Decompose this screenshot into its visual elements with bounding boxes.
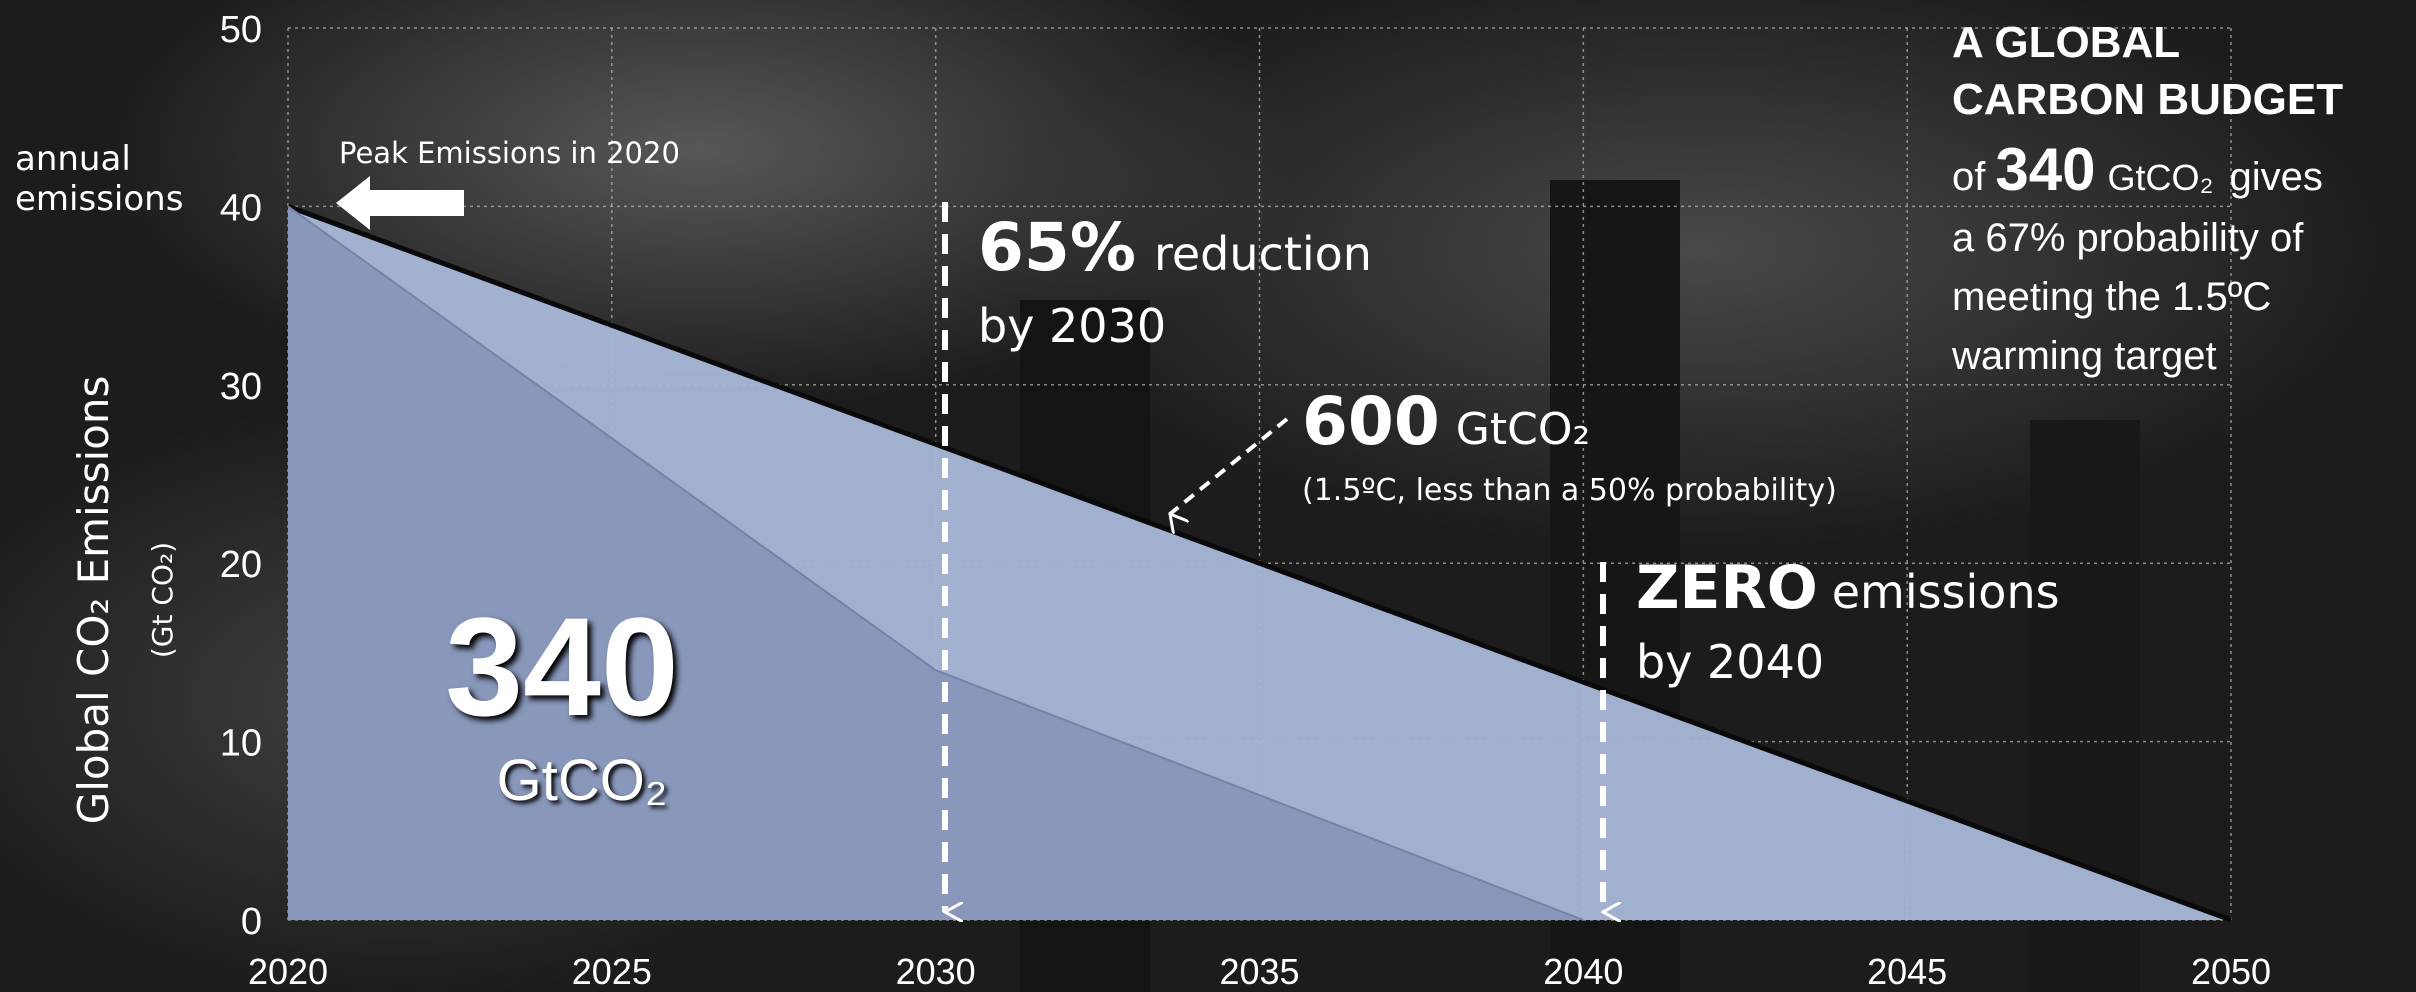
y-tick-label: 10 [220, 723, 262, 765]
sidebar-text: warming target [1951, 334, 2217, 378]
annotation: (1.5ºC, less than a 50% probability) [1302, 473, 1837, 508]
sidebar-text: a 67% probability of [1952, 216, 2304, 260]
sidebar-text: 340 [1995, 136, 2095, 203]
sidebar-text: meeting the 1.5ºC [1952, 275, 2271, 319]
area-edge [287, 204, 2232, 923]
x-tick-label: 2030 [896, 951, 976, 992]
y-tick-label: 20 [220, 544, 262, 586]
x-tick-label: 2050 [2191, 951, 2271, 992]
y-tick-label: 0 [241, 901, 262, 943]
y-tick-label: 40 [220, 187, 262, 229]
annotation: GtCO₂ [1456, 404, 1590, 455]
annotation: emissions [1832, 565, 2060, 619]
annotation: annual [15, 139, 131, 179]
areas [287, 204, 2232, 923]
annotation: 600 [1302, 383, 1440, 460]
sidebar-title: CARBON BUDGET [1952, 75, 2343, 124]
x-tick-label: 2045 [1867, 951, 1947, 992]
annotation: ZERO emissions [1636, 553, 2060, 623]
annotation: Peak Emissions in 2020 [339, 136, 680, 170]
y-axis-unit: (Gt CO₂) [146, 542, 179, 658]
y-tick-label: 30 [220, 366, 262, 408]
annotation: reduction [1154, 227, 1372, 281]
annotation: ZERO [1636, 553, 1818, 623]
annotation: 600 GtCO₂ [1302, 383, 1590, 460]
x-tick-label: 2040 [1543, 951, 1623, 992]
y-axis-label: Global CO₂ Emissions [69, 376, 118, 825]
y-tick-label: 50 [220, 9, 262, 51]
annotation: by 2040 [1636, 635, 1824, 689]
sidebar-text: of [1952, 155, 1986, 199]
sidebar-text: of 340 GtCO₂ gives [1952, 136, 2323, 203]
x-tick-label: 2035 [1219, 951, 1299, 992]
annotation: GtCO₂ [497, 748, 668, 813]
area-edge [287, 205, 1584, 921]
annotation: by 2030 [978, 299, 1166, 353]
x-tick-label: 2025 [572, 951, 652, 992]
sidebar: A GLOBAL CARBON BUDGET of 340 GtCO₂ gives a… [1951, 18, 2343, 378]
peak-arrow [336, 176, 464, 230]
annotation: 65% reduction [978, 209, 1372, 286]
sidebar-text: gives [2229, 155, 2322, 199]
annotation: emissions [15, 179, 183, 219]
sidebar-text: GtCO₂ [2107, 157, 2213, 198]
annotation: 65% [978, 209, 1136, 286]
arrow-600 [1170, 417, 1289, 514]
sidebar-title: A GLOBAL [1952, 18, 2180, 67]
x-tick-label: 2020 [248, 951, 328, 992]
annotation: 340 [445, 588, 679, 745]
area [288, 206, 1584, 920]
